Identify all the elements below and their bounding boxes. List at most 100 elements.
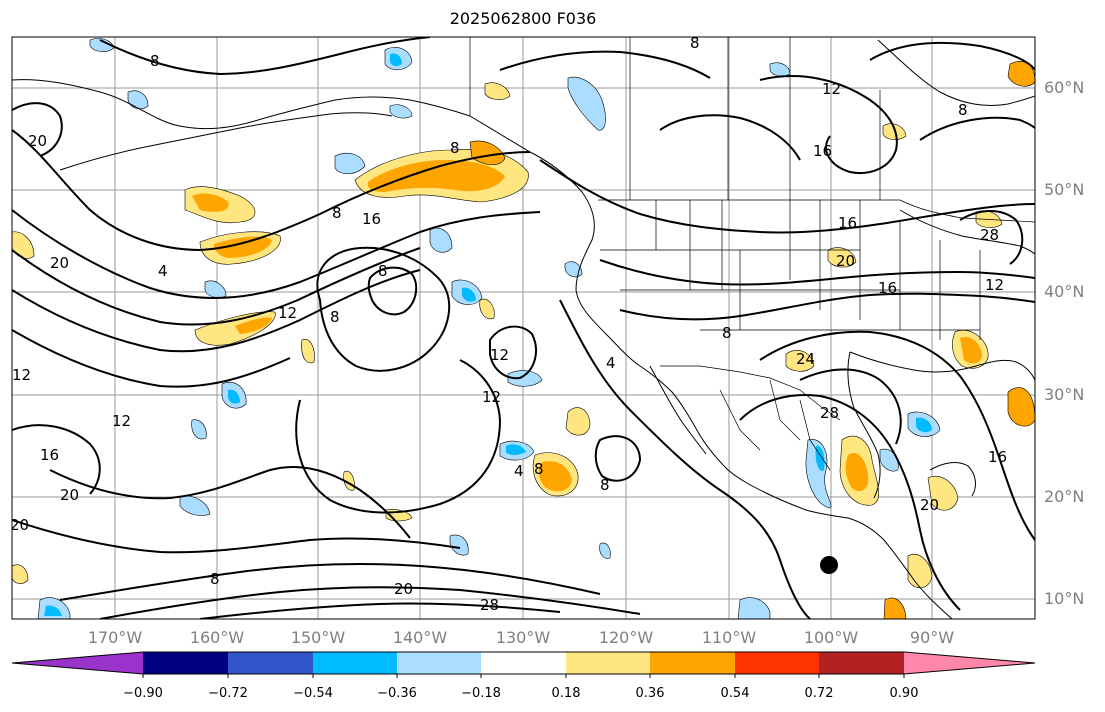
contour-line	[869, 42, 1035, 71]
map-title: 2025062800 F036	[449, 9, 597, 28]
lat-label: 50°N	[1044, 180, 1084, 199]
colorbar-tick-label: −0.90	[123, 686, 163, 701]
contour-label: 28	[820, 404, 839, 422]
colorbar-tick-label: 0.18	[552, 686, 581, 701]
us-mexico-border	[660, 365, 841, 421]
colorbar-tick-label: −0.18	[461, 686, 501, 701]
map-plot-area: 8 8 8 8 8 8 8 8 8 8 8 12 12 12 12 12 12 …	[10, 34, 1035, 619]
longitude-labels: 170°W 160°W 150°W 140°W 130°W 120°W 110°…	[88, 628, 954, 647]
contour-label: 8	[210, 570, 220, 588]
contour-label: 28	[980, 226, 999, 244]
contour-line	[12, 209, 541, 299]
contour-label: 8	[722, 324, 732, 342]
positive-anomaly-patch	[214, 236, 272, 258]
colorbar-tick-label: 0.90	[890, 686, 919, 701]
positive-anomaly-patch	[927, 476, 959, 511]
gulf-south-coast	[847, 351, 881, 499]
contour-line	[799, 368, 902, 445]
contour-line	[99, 37, 431, 76]
contour-label: 16	[838, 214, 857, 232]
colorbar-tick-label: 0.72	[805, 686, 834, 701]
contour-label: 20	[394, 580, 413, 598]
contour-line	[559, 299, 811, 619]
contour-label: 8	[534, 460, 544, 478]
lon-label: 160°W	[190, 628, 245, 647]
contour-line	[539, 159, 1035, 234]
positive-anomaly-patch	[538, 461, 572, 492]
positive-anomaly-patch	[484, 82, 511, 100]
contour-label: 4	[158, 262, 168, 280]
negative-anomaly-patch	[204, 280, 227, 298]
latitude-labels: 60°N 50°N 40°N 30°N 20°N 10°N	[1044, 78, 1084, 608]
negative-anomaly-patch	[334, 153, 366, 175]
lat-label: 10°N	[1044, 589, 1084, 608]
contour-line	[12, 269, 421, 353]
contour-line	[759, 75, 898, 174]
contour-label: 12	[482, 388, 501, 406]
contour-line	[199, 602, 561, 619]
contour-line	[489, 325, 537, 380]
lon-label: 100°W	[804, 628, 859, 647]
contour-label: 16	[878, 279, 897, 297]
positive-anomaly-patch	[883, 597, 907, 619]
contour-label: 20	[920, 496, 939, 514]
negative-anomaly-patch	[462, 287, 476, 302]
contour-label: 8	[958, 101, 968, 119]
positive-anomaly-patch	[301, 338, 315, 364]
lat-label: 30°N	[1044, 385, 1084, 404]
alaska-coast	[12, 79, 471, 130]
contour-label: 8	[690, 34, 700, 52]
lat-label: 20°N	[1044, 487, 1084, 506]
contour-label: 20	[10, 516, 29, 534]
contour-line	[49, 466, 411, 539]
contour-label: 28	[480, 596, 499, 614]
canada-province-borders	[629, 37, 881, 200]
contour-label: 16	[362, 210, 381, 228]
negative-anomaly-patch	[737, 597, 771, 619]
colorbar-tick-label: −0.54	[293, 686, 333, 701]
gulf-coast	[849, 351, 1035, 381]
positive-anomaly-patch	[12, 564, 29, 584]
graticule	[12, 37, 1035, 619]
contour-line	[12, 102, 63, 157]
negative-anomaly-patch	[567, 76, 606, 131]
colorbar-tick-label: −0.72	[208, 686, 248, 701]
negative-anomaly-patch	[506, 444, 526, 455]
contour-line	[12, 247, 421, 326]
contour-label: 12	[12, 366, 31, 384]
contour-label: 20	[836, 252, 855, 270]
contour-label: 8	[332, 204, 342, 222]
hudson-region-coast	[877, 39, 1035, 106]
colorbar-bin	[397, 652, 481, 674]
alaska-south-coast	[59, 112, 393, 171]
contour-line	[919, 116, 1035, 141]
contour-label: 16	[813, 142, 832, 160]
mexico-state-borders	[719, 379, 831, 471]
lon-label: 110°W	[702, 628, 757, 647]
east-canada-coast	[899, 209, 1035, 255]
contour-label: 8	[600, 476, 610, 494]
contour-label: 12	[112, 412, 131, 430]
negative-anomaly-patch	[389, 104, 413, 119]
contour-label: 16	[988, 448, 1007, 466]
negative-anomaly-patch	[805, 439, 832, 509]
colorbar-tick-label: 0.54	[721, 686, 750, 701]
colorbar-tick-labels: −0.90 −0.72 −0.54 −0.36 −0.18 0.18 0.36 …	[123, 686, 918, 701]
contour-label: 12	[985, 276, 1004, 294]
negative-anomaly-patch	[879, 448, 899, 472]
contour-line	[12, 329, 291, 388]
colorbar	[11, 651, 1036, 678]
contour-label: 8	[330, 308, 340, 326]
negative-anomaly-patch	[429, 227, 453, 253]
colorbar-tick-label: 0.36	[636, 686, 665, 701]
contour-label: 12	[490, 346, 509, 364]
contour-line	[599, 259, 1035, 286]
contour-line	[959, 210, 1024, 265]
yucatan-coast	[929, 462, 976, 497]
contour-line	[12, 129, 531, 252]
lon-label: 140°W	[393, 628, 448, 647]
contour-label: 8	[450, 139, 460, 157]
contour-line	[499, 50, 711, 79]
contour-label: 16	[40, 446, 59, 464]
